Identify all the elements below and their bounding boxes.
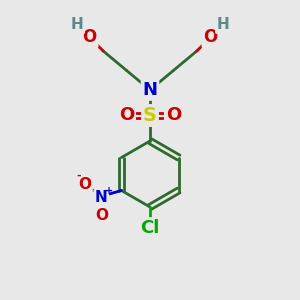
Text: H: H: [71, 17, 83, 32]
Text: N: N: [95, 190, 108, 206]
Text: N: N: [142, 81, 158, 99]
Text: S: S: [143, 106, 157, 125]
Text: Cl: Cl: [140, 219, 160, 237]
Text: O: O: [166, 106, 181, 124]
Text: H: H: [217, 17, 229, 32]
Text: O: O: [203, 28, 218, 46]
Text: +: +: [105, 186, 113, 197]
Text: O: O: [78, 177, 91, 192]
Text: -: -: [76, 170, 80, 181]
Text: O: O: [82, 28, 97, 46]
Text: O: O: [95, 208, 108, 224]
Text: O: O: [119, 106, 134, 124]
